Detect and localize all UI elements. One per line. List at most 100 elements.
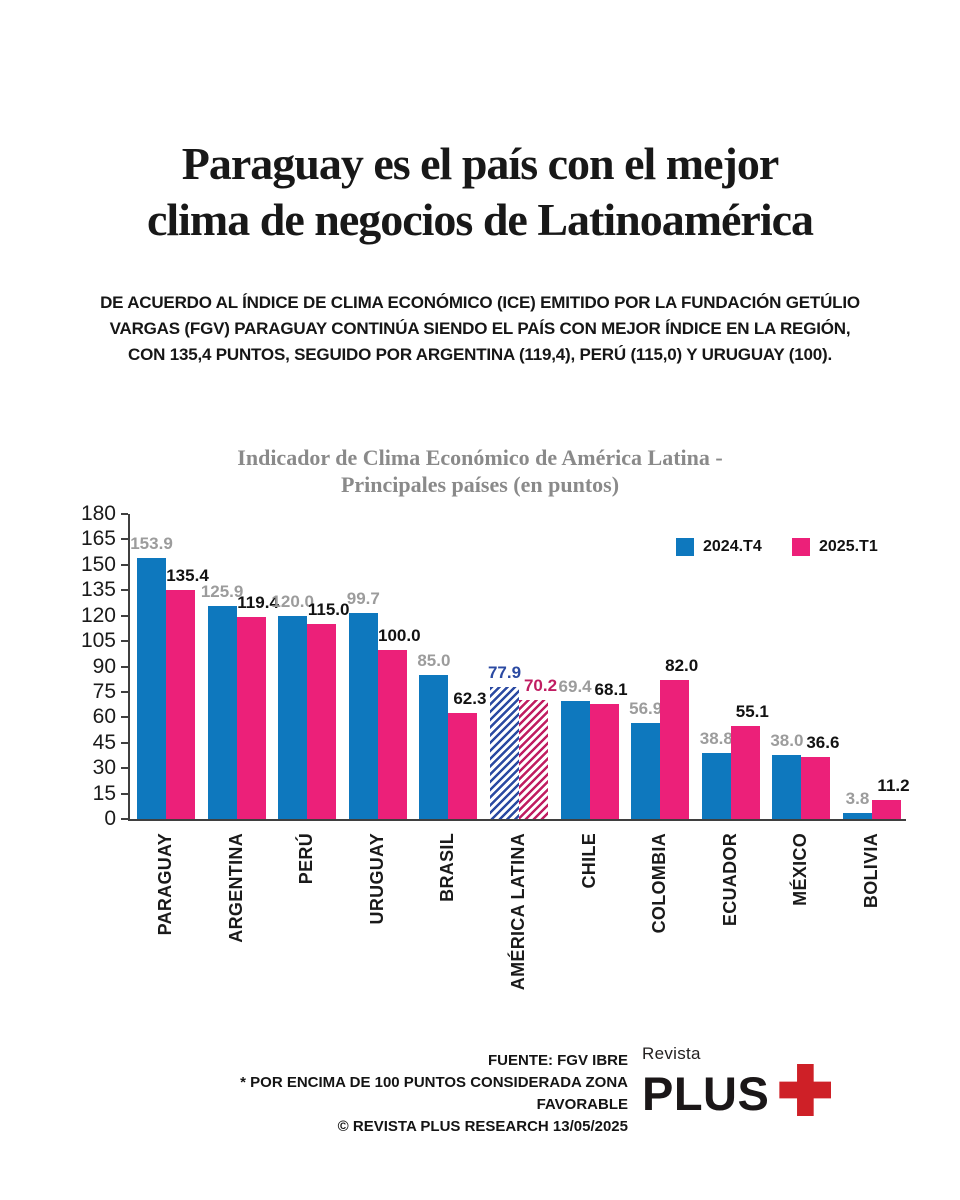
subtitle: DE ACUERDO AL ÍNDICE DE CLIMA ECONÓMICO … [80, 290, 880, 368]
bar-value-label: 36.6 [806, 732, 840, 752]
bar-value-label: 82.0 [665, 656, 699, 676]
x-axis-label-brasil: BRASIL [437, 833, 458, 902]
y-tick-label: 150 [80, 552, 116, 576]
bar-chile-2025.T1 [589, 703, 619, 819]
x-axis-label-ecuador: ECUADOR [719, 833, 740, 927]
bar-value-label: 68.1 [594, 679, 628, 699]
bar-value-label: 100.0 [378, 625, 421, 645]
bar-chile-2024.T4 [560, 701, 590, 819]
subtitle-line3: CON 135,4 PUNTOS, SEGUIDO POR ARGENTINA … [128, 345, 832, 364]
footer-notes: FUENTE: FGV IBRE * POR ENCIMA DE 100 PUN… [188, 1050, 628, 1138]
bar-value-label: 11.2 [877, 776, 910, 796]
bar-argentina-2024.T4 [207, 605, 237, 819]
plus-icon [779, 1064, 832, 1116]
bar-perú-2024.T4 [278, 615, 308, 819]
bar-colombia-2025.T1 [660, 680, 690, 819]
y-tick-label: 120 [80, 603, 116, 627]
y-tick-mark [121, 818, 128, 820]
legend-item-2024.T4: 2024.T4 [676, 538, 762, 556]
y-tick-mark [121, 716, 128, 719]
bar-américa-latina-2024.T4 [490, 687, 519, 819]
legend-swatch-icon [792, 538, 810, 556]
y-tick-mark [121, 767, 128, 770]
x-axis-label-méxico: MÉXICO [790, 833, 811, 906]
bar-value-label: 69.4 [558, 677, 592, 697]
bar-value-label: 3.8 [845, 788, 870, 808]
y-tick-label: 0 [104, 807, 116, 830]
bar-paraguay-2025.T1 [166, 589, 195, 819]
y-tick-mark [121, 690, 128, 693]
logo-revista-text: Revista [642, 1044, 701, 1063]
x-axis-label-paraguay: PARAGUAY [155, 833, 175, 936]
legend-label: 2025.T1 [819, 538, 878, 555]
bar-bolivia-2025.T1 [872, 800, 901, 819]
legend-item-2025.T1: 2025.T1 [792, 538, 878, 556]
copyright-note: © REVISTA PLUS RESEARCH 13/05/2025 [337, 1118, 628, 1135]
bar-colombia-2024.T4 [631, 722, 661, 819]
y-tick-label: 135 [80, 578, 116, 602]
chart-title-line2: Principales países (en puntos) [340, 472, 620, 497]
bar-méxico-2024.T4 [772, 754, 802, 819]
logo-plus-text: PLUS [642, 1067, 770, 1120]
x-axis-line [128, 819, 906, 821]
source-note: FUENTE: FGV IBRE [487, 1052, 628, 1069]
y-tick-mark [121, 538, 128, 541]
y-tick-label: 60 [92, 705, 116, 729]
y-tick-label: 45 [92, 730, 116, 754]
chart-title-line1: Indicador de Clima Económico de América … [237, 445, 723, 470]
bar-paraguay-2024.T4 [137, 558, 166, 819]
bar-value-label: 120.0 [271, 591, 314, 611]
chart-title: Indicador de Clima Económico de América … [80, 444, 880, 498]
bar-value-label: 38.8 [699, 729, 733, 749]
bar-méxico-2025.T1 [801, 756, 831, 819]
y-tick-mark [121, 741, 128, 744]
bar-value-label: 62.3 [453, 689, 487, 709]
page-title-line2: clima de negocios de Latinoamérica [146, 194, 814, 245]
x-axis-label-bolivia: BOLIVIA [861, 833, 881, 909]
y-tick-mark [121, 792, 128, 795]
bar-value-label: 99.7 [346, 589, 380, 609]
y-tick-label: 180 [80, 502, 116, 525]
y-tick-mark [121, 640, 128, 643]
x-axis-label-uruguay: URUGUAY [366, 833, 387, 925]
y-axis-line [128, 514, 130, 821]
bar-uruguay-2025.T1 [377, 649, 407, 819]
bar-argentina-2025.T1 [236, 616, 266, 819]
bar-value-label: 55.1 [735, 701, 769, 721]
bar-value-label: 38.0 [770, 730, 804, 750]
y-tick-mark [121, 614, 128, 617]
bar-bolivia-2024.T4 [843, 812, 872, 819]
y-tick-label: 15 [92, 781, 116, 805]
x-axis-label-américa-latina: AMÉRICA LATINA [508, 833, 528, 991]
y-tick-label: 165 [80, 527, 116, 551]
bar-value-label: 85.0 [417, 650, 451, 670]
bar-ecuador-2024.T4 [701, 753, 731, 819]
legend-label: 2024.T4 [703, 538, 762, 555]
x-axis-label-perú: PERÚ [296, 833, 317, 885]
page-title: Paraguay es el país con el mejor clima d… [0, 136, 960, 248]
x-axis-label-colombia: COLOMBIA [649, 833, 670, 934]
y-tick-label: 30 [92, 756, 116, 780]
bar-value-label: 119.4 [237, 592, 279, 612]
bar-américa-latina-2025.T1 [519, 700, 548, 819]
bar-value-label: 125.9 [200, 581, 244, 601]
bar-ecuador-2025.T1 [730, 725, 760, 819]
y-tick-mark [121, 513, 128, 515]
bar-value-label: 56.9 [629, 698, 663, 718]
bar-perú-2025.T1 [307, 624, 337, 819]
y-tick-mark [121, 665, 128, 668]
y-tick-mark [121, 589, 128, 592]
bar-value-label: 70.2 [523, 676, 558, 696]
bar-brasil-2025.T1 [448, 713, 478, 819]
bar-value-label: 153.9 [130, 534, 173, 554]
x-axis-label-argentina: ARGENTINA [225, 833, 246, 943]
subtitle-line1: DE ACUERDO AL ÍNDICE DE CLIMA ECONÓMICO … [100, 293, 860, 312]
bar-value-label: 135.4 [166, 565, 209, 585]
bar-value-label: 77.9 [487, 663, 522, 682]
revista-plus-logo: Revista PLUS [642, 1044, 852, 1124]
y-tick-label: 75 [92, 679, 116, 703]
bar-brasil-2024.T4 [419, 674, 449, 819]
y-tick-label: 90 [92, 654, 116, 678]
